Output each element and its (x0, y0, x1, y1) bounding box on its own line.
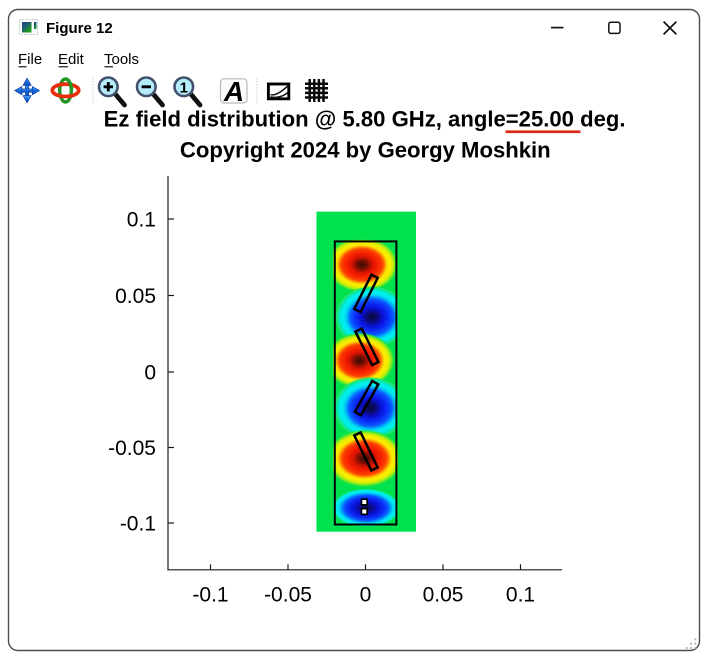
svg-text:-0.05: -0.05 (108, 437, 156, 460)
svg-text:File: File (18, 51, 42, 68)
svg-text:0.1: 0.1 (127, 208, 156, 231)
svg-text:-0.05: -0.05 (264, 584, 312, 607)
svg-text:Edit: Edit (58, 51, 85, 68)
svg-text:Copyright 2024 by Georgy Moshk: Copyright 2024 by Georgy Moshkin (180, 138, 551, 163)
svg-text:0: 0 (360, 584, 372, 607)
svg-text:-0.1: -0.1 (120, 512, 156, 535)
svg-text:Ez field distribution @ 5.80 G: Ez field distribution @ 5.80 GHz, angle=… (104, 107, 626, 132)
svg-text:Figure 12: Figure 12 (46, 20, 113, 37)
svg-text:Tools: Tools (104, 51, 139, 68)
svg-text:1: 1 (180, 79, 188, 96)
svg-text:0: 0 (144, 361, 156, 384)
svg-text:0.05: 0.05 (115, 285, 156, 308)
svg-text:A: A (223, 76, 244, 107)
svg-text:-0.1: -0.1 (192, 584, 228, 607)
svg-text:0.05: 0.05 (423, 584, 464, 607)
svg-text:0.1: 0.1 (506, 584, 535, 607)
